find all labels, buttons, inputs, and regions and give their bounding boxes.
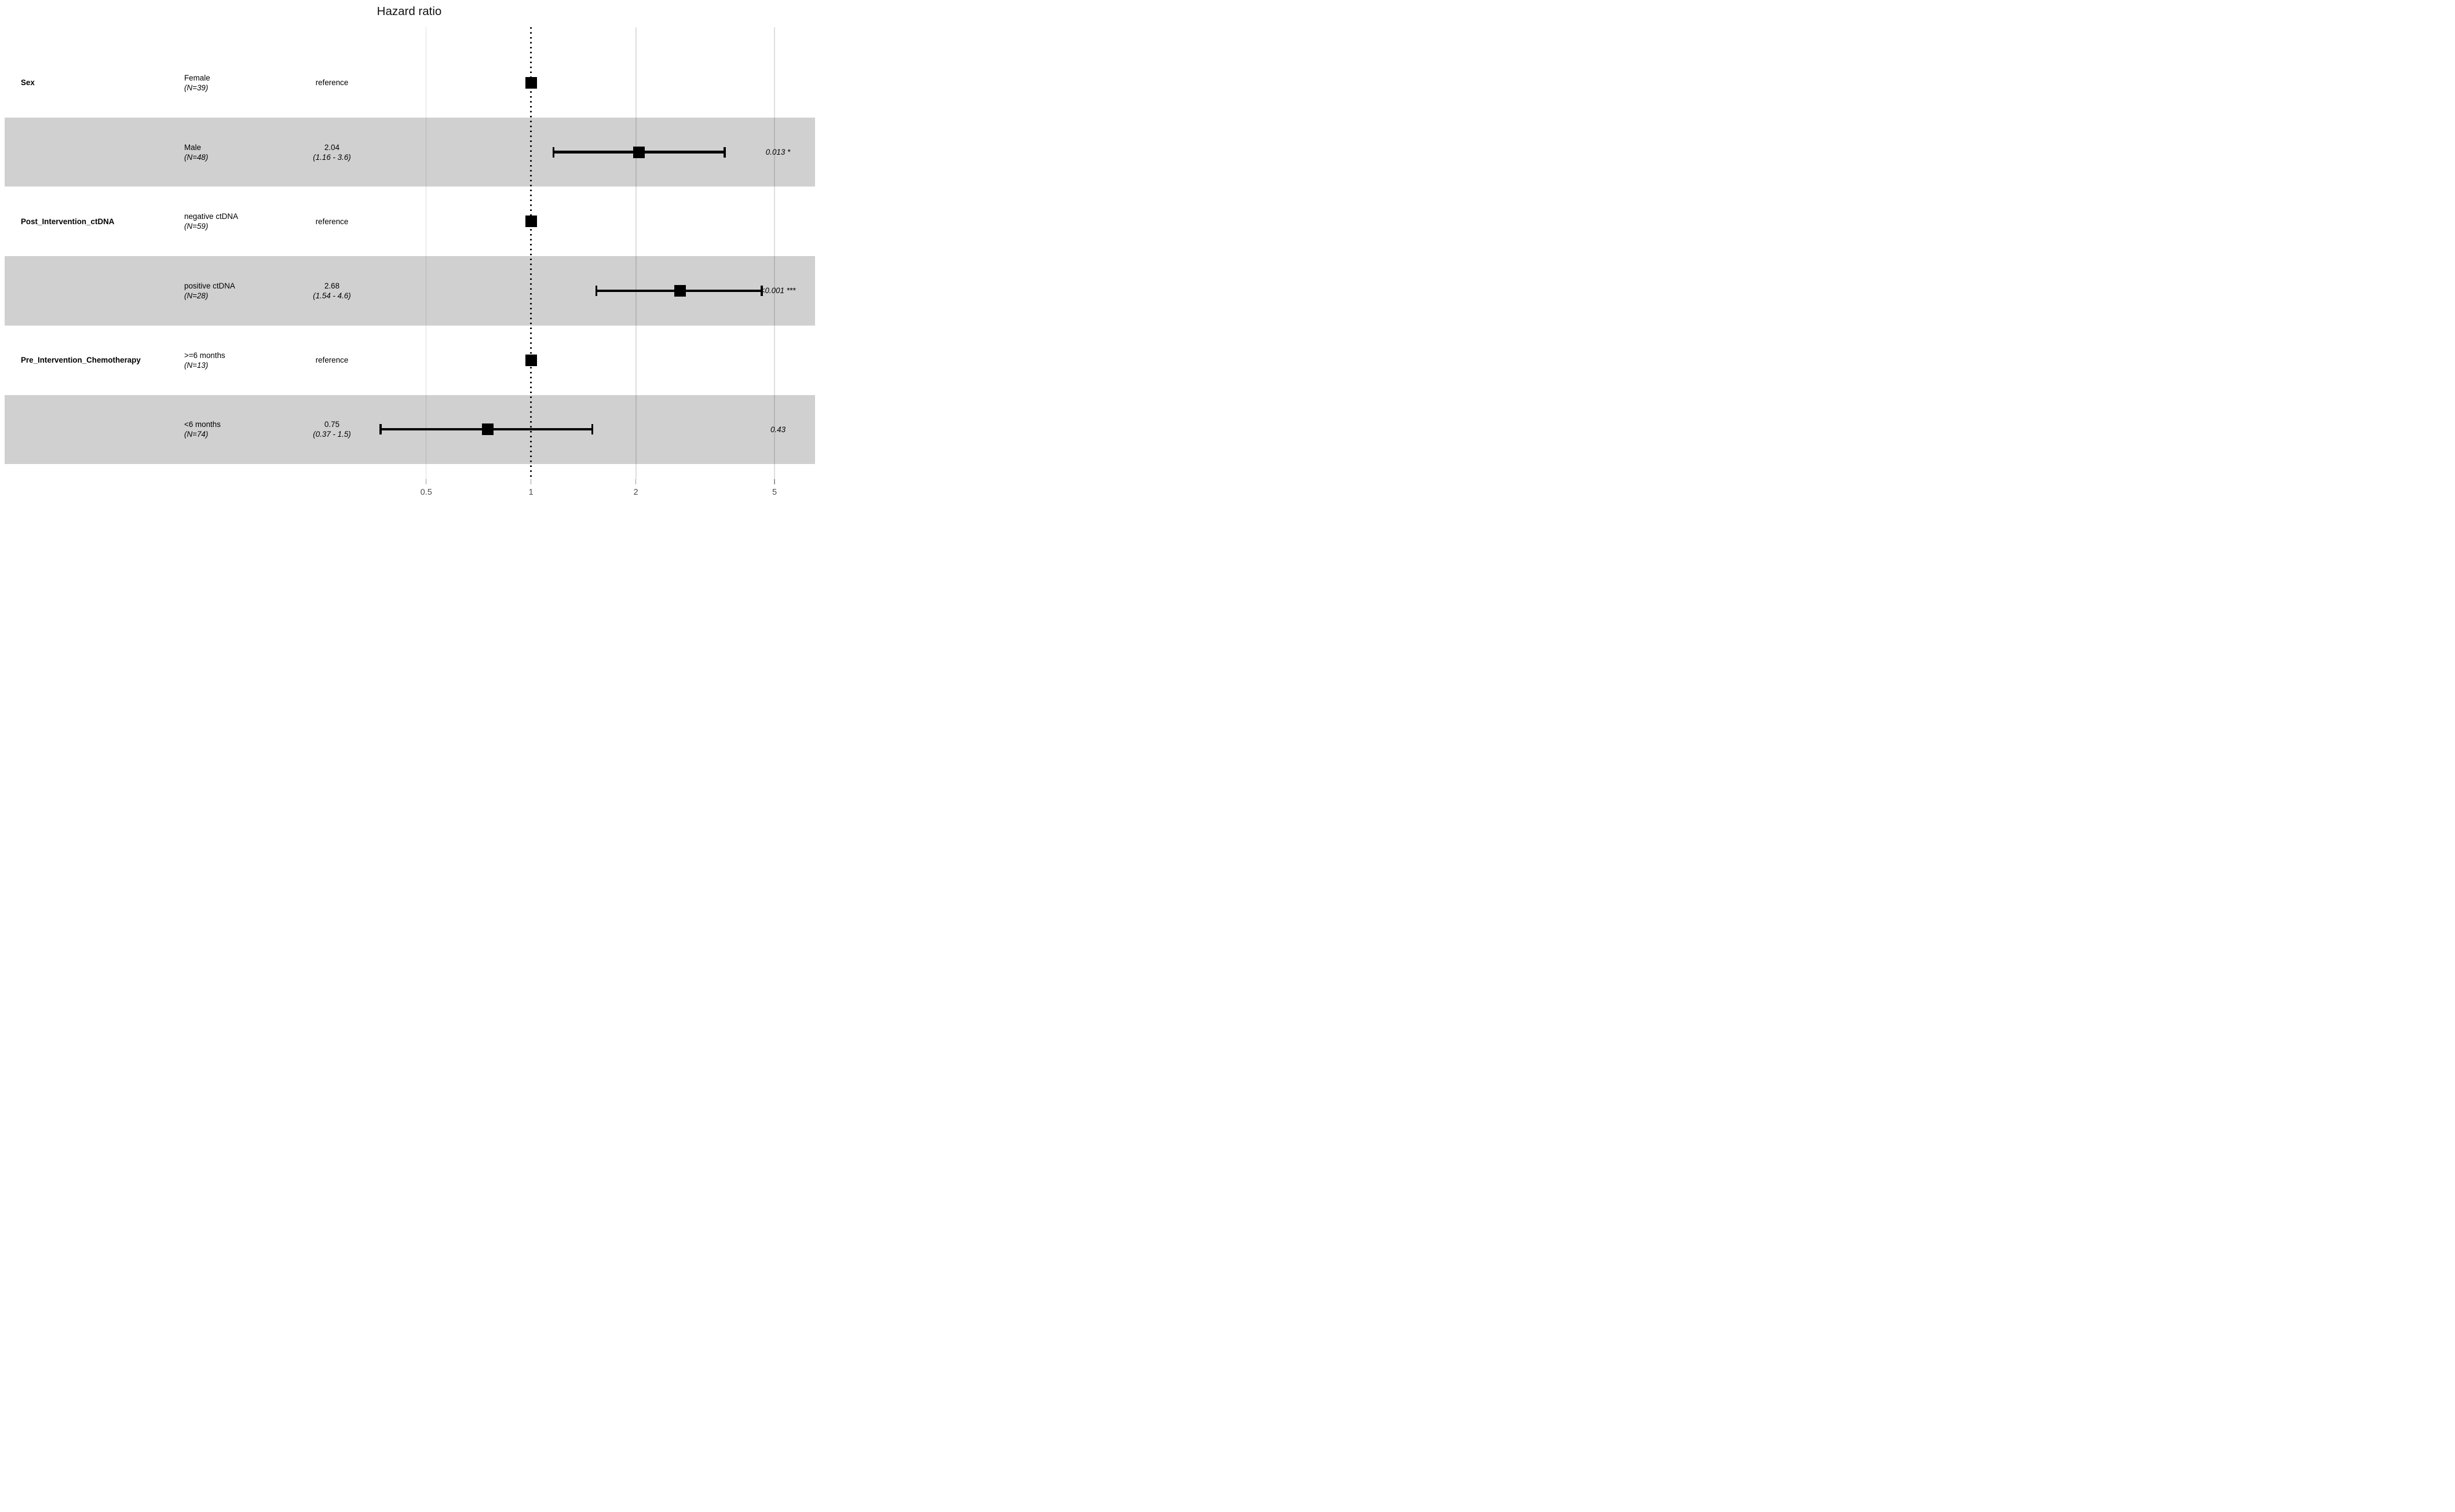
level-n-label: (N=28) <box>184 291 209 300</box>
p-value: 0.43 <box>770 425 786 434</box>
hr-point-marker <box>525 216 537 228</box>
forest-row: <6 months (N=74) 0.75 (0.37 - 1.5) 0.43 <box>0 395 819 465</box>
estimate-value: 2.68 <box>324 281 340 290</box>
forest-row: Pre_Intervention_Chemotherapy >=6 months(… <box>0 326 819 395</box>
level-cell: positive ctDNA (N=28) <box>184 256 235 326</box>
estimate-cell: reference <box>316 187 349 256</box>
p-value: <0.001 *** <box>760 286 796 295</box>
hr-point-marker <box>674 284 686 297</box>
estimate-value: reference <box>315 356 349 365</box>
variable-cell: Post_Intervention_ctDNA <box>21 187 114 256</box>
level-cell: Female (N=39) <box>184 48 210 118</box>
pvalue-cell: <0.001 *** <box>761 256 796 326</box>
estimate-cell: reference <box>316 48 349 118</box>
level-label: Female <box>184 73 210 82</box>
estimate-value: reference <box>315 78 349 87</box>
level-n-label: (N=13) <box>184 360 209 370</box>
level-cell: >=6 months (N=13) <box>184 326 225 395</box>
estimate-cell: 0.75 (0.37 - 1.5) <box>313 395 351 465</box>
level-cell: negative ctDNA (N=59) <box>184 187 238 256</box>
gridline <box>425 27 427 479</box>
forest-row: Post_Intervention_ctDNA negative ctDNA (N=… <box>0 187 819 256</box>
estimate-ci: (0.37 - 1.5) <box>313 430 351 439</box>
estimate-cell: reference <box>316 326 349 395</box>
gridline <box>635 27 637 479</box>
ci-cap-low <box>552 147 555 158</box>
axis-tick-label: 5 <box>772 488 777 497</box>
variable-label: Pre_Intervention_Chemotherapy <box>21 356 141 365</box>
estimate-ci: (1.54 - 4.6) <box>313 291 351 300</box>
pvalue-cell: 0.43 <box>770 395 786 465</box>
estimate-value: 0.75 <box>324 420 340 429</box>
hr-point-marker <box>481 423 494 436</box>
forest-row: Male (N=48) 2.04 (1.16 - 3.6) 0.013 * <box>0 118 819 187</box>
level-n-label: (N=59) <box>184 222 209 231</box>
level-label: positive ctDNA <box>184 281 235 290</box>
ci-cap-high <box>591 424 594 435</box>
forest-row: Sex Female (N=39) reference <box>0 48 819 118</box>
level-cell: Male (N=48) <box>184 118 208 187</box>
estimate-ci: (1.16 - 3.6) <box>313 152 351 162</box>
variable-cell: Pre_Intervention_Chemotherapy <box>21 326 141 395</box>
level-n-label: (N=39) <box>184 83 209 92</box>
estimate-cell: 2.68 (1.54 - 4.6) <box>313 256 351 326</box>
p-value: 0.013 * <box>765 148 791 157</box>
ci-cap-low <box>595 285 598 296</box>
estimate-value: 2.04 <box>324 143 340 152</box>
axis-tick-label: 1 <box>528 488 534 497</box>
variable-label: Post_Intervention_ctDNA <box>21 217 115 226</box>
chart-title: Hazard ratio <box>377 5 442 18</box>
ci-cap-high <box>724 147 726 158</box>
forest-row: positive ctDNA (N=28) 2.68 (1.54 - 4.6) <0.0… <box>0 256 819 326</box>
level-cell: <6 months (N=74) <box>184 395 221 465</box>
level-n-label: (N=74) <box>184 430 209 439</box>
hr-point-marker <box>525 76 537 89</box>
gridline <box>774 27 775 479</box>
axis-tick-label: 0.5 <box>420 488 432 497</box>
ci-cap-high <box>761 285 763 296</box>
hr-point-marker <box>525 354 537 366</box>
level-label: Male <box>184 143 202 152</box>
ci-cap-low <box>379 424 382 435</box>
level-label: <6 months <box>184 420 221 429</box>
hr-point-marker <box>633 146 645 158</box>
level-n-label: (N=48) <box>184 152 209 162</box>
pvalue-cell: 0.013 * <box>766 118 790 187</box>
variable-cell: Sex <box>21 48 35 118</box>
level-label: negative ctDNA <box>184 212 239 221</box>
reference-line <box>530 27 532 479</box>
estimate-cell: 2.04 (1.16 - 3.6) <box>313 118 351 187</box>
axis-tick-mark <box>635 479 637 484</box>
level-label: >=6 months <box>184 350 225 360</box>
axis-tick-mark <box>774 479 775 484</box>
forest-plot-figure: Hazard ratio 0.5 1 2 5 Sex Female (N=39) refer… <box>0 0 819 504</box>
estimate-value: reference <box>315 217 349 226</box>
axis-tick-label: 2 <box>633 488 638 497</box>
variable-label: Sex <box>21 78 35 87</box>
